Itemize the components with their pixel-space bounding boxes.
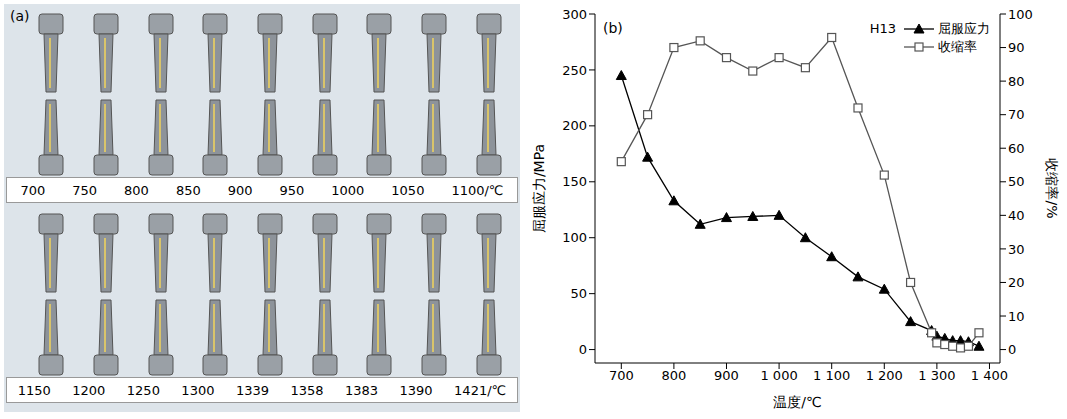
- html-text:1421/℃: 1421/℃: [454, 382, 507, 398]
- html-text:800: 800: [124, 182, 149, 198]
- html-text:950: 950: [279, 182, 305, 198]
- svg-text:50: 50: [1008, 174, 1025, 189]
- html-text:900: 900: [227, 182, 253, 198]
- svg-text:20: 20: [1008, 275, 1025, 290]
- svg-text:1 200: 1 200: [866, 368, 903, 383]
- html-text:1390: 1390: [399, 382, 433, 398]
- html-text:1050: 1050: [391, 182, 425, 198]
- html-text:1200: 1200: [72, 382, 106, 398]
- svg-text:100: 100: [1008, 7, 1033, 22]
- svg-text:700: 700: [609, 368, 634, 383]
- svg-text:0: 0: [1008, 342, 1016, 357]
- svg-text:300: 300: [562, 7, 587, 22]
- svg-text:1 100: 1 100: [813, 368, 850, 383]
- html-text:850: 850: [175, 182, 201, 198]
- html-text:1383: 1383: [345, 382, 379, 398]
- html-text:1100/℃: 1100/℃: [451, 182, 504, 198]
- svg-text:1 000: 1 000: [760, 368, 797, 383]
- svg-text:800: 800: [661, 368, 686, 383]
- html-text:屈服应力: 屈服应力: [938, 21, 990, 36]
- html-text:1358: 1358: [290, 382, 324, 398]
- svg-text:70: 70: [1008, 107, 1025, 122]
- svg-text:150: 150: [562, 174, 587, 189]
- svg-text:200: 200: [562, 118, 587, 133]
- svg-text:90: 90: [1008, 40, 1025, 55]
- html-text:(b): (b): [603, 20, 623, 36]
- svg-text:30: 30: [1008, 242, 1025, 257]
- svg-text:1 400: 1 400: [971, 368, 1008, 383]
- svg-text:100: 100: [562, 230, 587, 245]
- svg-text:40: 40: [1008, 208, 1025, 223]
- svg-text:50: 50: [570, 286, 587, 301]
- svg-text:60: 60: [1008, 141, 1025, 156]
- html-text:1339: 1339: [235, 382, 269, 398]
- svg-text:900: 900: [714, 368, 739, 383]
- svg-text:收缩率/%: 收缩率/%: [1044, 158, 1060, 218]
- html-text:1150: 1150: [17, 382, 51, 398]
- svg-text:80: 80: [1008, 74, 1025, 89]
- svg-text:0: 0: [579, 342, 587, 357]
- html-text:750: 750: [72, 182, 98, 198]
- html-text:(a): (a): [10, 8, 30, 24]
- svg-text:10: 10: [1008, 309, 1025, 324]
- html-text:收缩率: 收缩率: [938, 39, 977, 54]
- html-text:1300: 1300: [181, 382, 215, 398]
- html-text:700: 700: [20, 182, 46, 198]
- svg-text:1 300: 1 300: [918, 368, 955, 383]
- html-text:1000: 1000: [331, 182, 365, 198]
- html-text:1250: 1250: [126, 382, 160, 398]
- html-text:H13: H13: [869, 21, 896, 36]
- svg-text:温度/℃: 温度/℃: [773, 394, 821, 410]
- svg-text:250: 250: [562, 63, 587, 78]
- svg-text:屈服应力/MPa: 屈服应力/MPa: [531, 144, 547, 233]
